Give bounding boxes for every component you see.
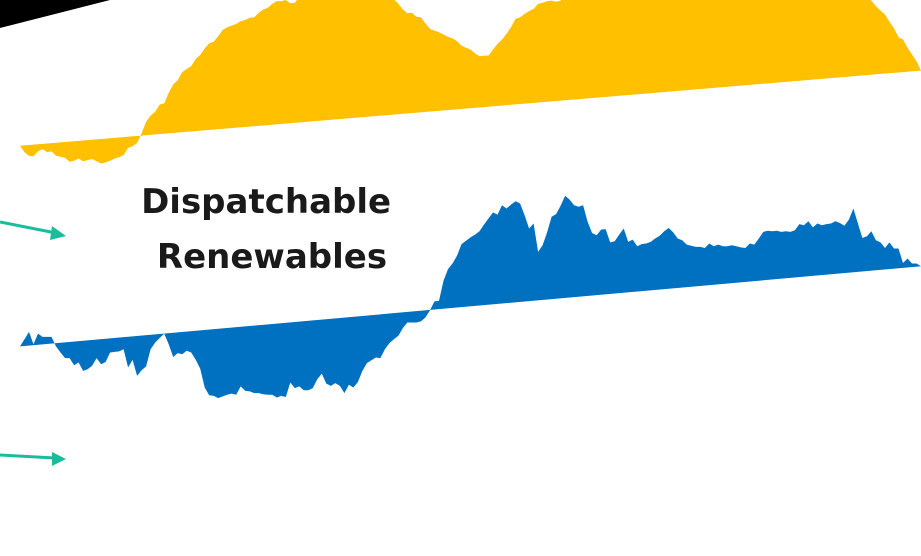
dispatchable-label-line2: Renewables [157,237,387,277]
arrow-variable [0,452,66,466]
top-left-black-wedge [0,0,110,28]
arrow-head [52,452,66,466]
area-dispatchable-renewables [20,0,921,164]
variable-label: Variable Renewables [575,415,805,509]
variable-label-line1: Variable [605,415,763,455]
variable-label-line2: Renewables [575,469,805,509]
arrow-line [0,453,56,460]
dispatchable-label: Dispatchable Renewables [141,182,403,277]
arrow-line [0,220,57,235]
area-layer [20,0,921,399]
arrow-dispatchable [0,220,66,240]
area-variable-renewables [20,195,921,399]
dispatchable-label-line1: Dispatchable [141,182,391,222]
arrow-head [50,226,66,240]
